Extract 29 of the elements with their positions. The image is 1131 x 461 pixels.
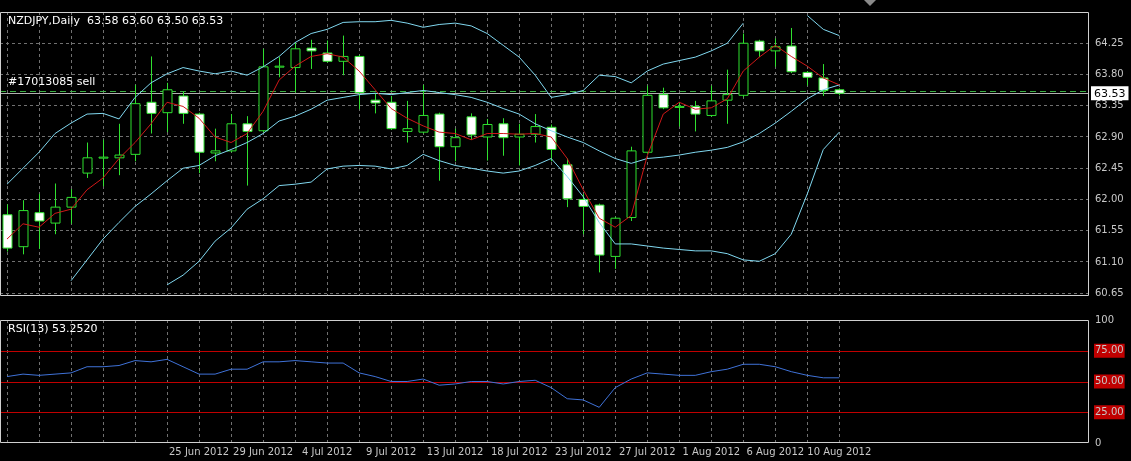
x-tick-label: 13 Jul 2012 [426,445,484,457]
x-tick-label: 4 Jul 2012 [302,445,353,457]
chart-title: NZDJPY,Daily 63.58 63.60 63.50 63.53 [8,13,224,27]
x-tick-label: 6 Aug 2012 [746,445,805,457]
ref-line-label: #17013085 sell [8,75,96,89]
y-tick-label: 100 [1095,313,1115,325]
y-tick-label: 62.90 [1095,130,1124,142]
y-tick-label: 63.35 [1095,99,1124,111]
x-tick-label: 9 Jul 2012 [366,445,417,457]
y-tick-label: 64.25 [1095,36,1124,48]
y-tick-label: 0 [1095,436,1102,448]
y-tick-label: 75.00 [1095,344,1124,356]
x-tick-label: 18 Jul 2012 [490,445,548,457]
y-tick-label: 50.00 [1095,375,1124,387]
y-tick-label: 25.00 [1095,405,1124,417]
ref-line-label: 63.53 [1094,86,1126,100]
y-tick-label: 63.80 [1095,68,1124,80]
y-tick-label: 60.65 [1095,286,1124,298]
x-tick-label: 23 Jul 2012 [554,445,612,457]
x-tick-label: 29 Jun 2012 [233,445,294,457]
x-tick-label: 27 Jul 2012 [618,445,676,457]
x-tick-label: 10 Aug 2012 [807,445,872,457]
y-tick-label: 62.00 [1095,193,1124,205]
y-tick-label: 62.45 [1095,161,1124,173]
y-tick-label: 61.10 [1095,255,1124,267]
x-tick-label: 25 Jun 2012 [168,445,230,457]
x-tick-label: 1 Aug 2012 [682,445,741,457]
y-tick-label: 61.55 [1095,224,1124,236]
chart-title: RSI(13) 53.2520 [8,321,98,335]
